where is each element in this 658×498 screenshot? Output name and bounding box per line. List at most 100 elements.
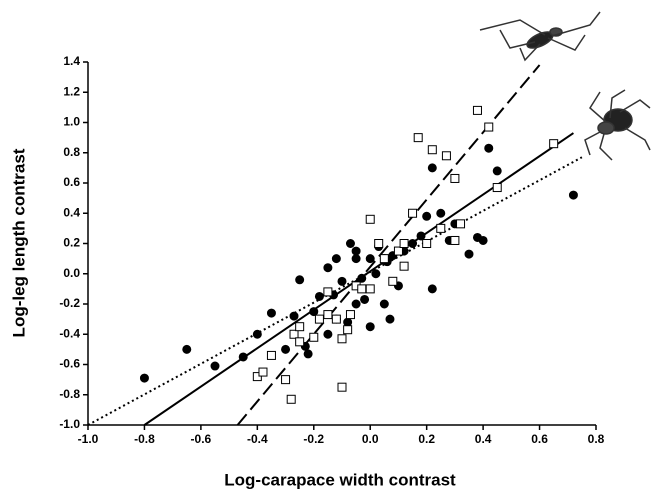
square-point xyxy=(549,139,559,149)
circle-point xyxy=(345,239,355,248)
y-tick-label: -0.6 xyxy=(59,357,80,371)
circle-point xyxy=(295,275,305,285)
circle-point xyxy=(436,208,446,218)
x-tick-label: 0.0 xyxy=(362,432,379,446)
circle-point xyxy=(365,322,375,332)
y-tick-label: 1.4 xyxy=(63,54,80,68)
square-point xyxy=(295,337,305,347)
y-tick-label: 1.2 xyxy=(63,84,80,98)
circle-point xyxy=(427,284,437,294)
circle-point xyxy=(351,299,361,309)
spider-icon-top xyxy=(479,11,601,62)
x-tick-label: 0.8 xyxy=(588,432,605,446)
circle-point xyxy=(371,269,381,279)
square-point xyxy=(314,314,324,324)
square-point xyxy=(436,223,446,233)
circle-point xyxy=(568,190,578,200)
fit-line xyxy=(236,64,541,426)
square-point xyxy=(399,261,409,271)
y-tick-label: 1.0 xyxy=(63,115,80,129)
square-point xyxy=(345,310,355,320)
square-point xyxy=(450,173,460,183)
circle-point xyxy=(385,314,395,324)
circle-point xyxy=(210,361,220,371)
circle-point xyxy=(314,291,324,301)
x-tick-label: 0.6 xyxy=(531,432,548,446)
circle-point xyxy=(427,163,437,173)
y-tick-label: 0.4 xyxy=(63,205,80,219)
circle-point xyxy=(492,166,502,176)
circle-point xyxy=(303,349,313,359)
square-point xyxy=(484,122,494,132)
x-tick-label: -0.8 xyxy=(134,432,155,446)
circle-point xyxy=(289,311,299,321)
y-tick-label: -1.0 xyxy=(59,417,80,431)
square-point xyxy=(374,239,384,248)
x-tick-label: -0.2 xyxy=(303,432,324,446)
circle-point xyxy=(252,329,262,339)
square-point xyxy=(388,276,398,286)
circle-point xyxy=(281,344,291,354)
x-tick-label: -1.0 xyxy=(78,432,99,446)
y-tick-label: -0.2 xyxy=(59,296,80,310)
y-tick-label: 0.2 xyxy=(63,236,80,250)
circle-point xyxy=(357,273,367,283)
square-point xyxy=(337,334,347,344)
square-point xyxy=(365,284,375,294)
x-tick-label: -0.6 xyxy=(191,432,212,446)
square-point xyxy=(337,382,347,392)
circle-point xyxy=(331,254,341,264)
square-point xyxy=(393,246,403,256)
circle-point xyxy=(416,231,426,241)
circle-point xyxy=(323,329,333,339)
square-point xyxy=(422,239,432,248)
circle-point xyxy=(323,263,333,273)
square-point xyxy=(472,105,482,115)
square-point xyxy=(456,219,466,229)
square-point xyxy=(258,367,268,377)
square-point xyxy=(379,254,389,264)
y-tick-label: 0.6 xyxy=(63,175,80,189)
square-point xyxy=(399,239,409,248)
circle-point xyxy=(360,294,370,304)
square-point xyxy=(492,183,502,193)
square-point xyxy=(286,394,296,404)
square-point xyxy=(331,314,341,324)
circle-point xyxy=(478,235,488,245)
y-tick-label: 0.0 xyxy=(63,266,80,280)
circle-point xyxy=(139,373,149,383)
circle-point xyxy=(408,239,418,248)
y-tick-label: -0.4 xyxy=(59,326,80,340)
x-axis-title: Log-carapace width contrast xyxy=(224,470,456,489)
square-point xyxy=(450,235,460,245)
square-point xyxy=(252,372,262,382)
circle-point xyxy=(266,308,276,318)
circle-point xyxy=(484,143,494,153)
square-point xyxy=(413,133,423,143)
x-tick-label: 0.4 xyxy=(475,432,492,446)
square-point xyxy=(323,310,333,320)
square-point xyxy=(343,325,353,335)
circle-point xyxy=(422,211,432,221)
square-point xyxy=(281,375,291,385)
square-point xyxy=(266,350,276,360)
y-axis-title: Log-leg length contrast xyxy=(9,148,28,337)
circle-point xyxy=(351,254,361,264)
y-tick-label: 0.8 xyxy=(63,145,80,159)
circle-point xyxy=(379,299,389,309)
circle-point xyxy=(343,317,353,327)
square-point xyxy=(408,208,418,218)
square-point xyxy=(289,329,299,339)
spider-icon-right xyxy=(584,89,651,161)
square-point xyxy=(441,151,451,161)
circle-point xyxy=(238,352,248,362)
x-tick-label: 0.2 xyxy=(418,432,435,446)
circle-point xyxy=(365,254,375,264)
circle-point xyxy=(309,307,319,317)
circle-point xyxy=(182,344,192,354)
square-point xyxy=(357,284,367,294)
square-point xyxy=(295,322,305,332)
square-point xyxy=(365,214,375,224)
x-tick-label: -0.4 xyxy=(247,432,268,446)
circle-point xyxy=(351,246,361,256)
